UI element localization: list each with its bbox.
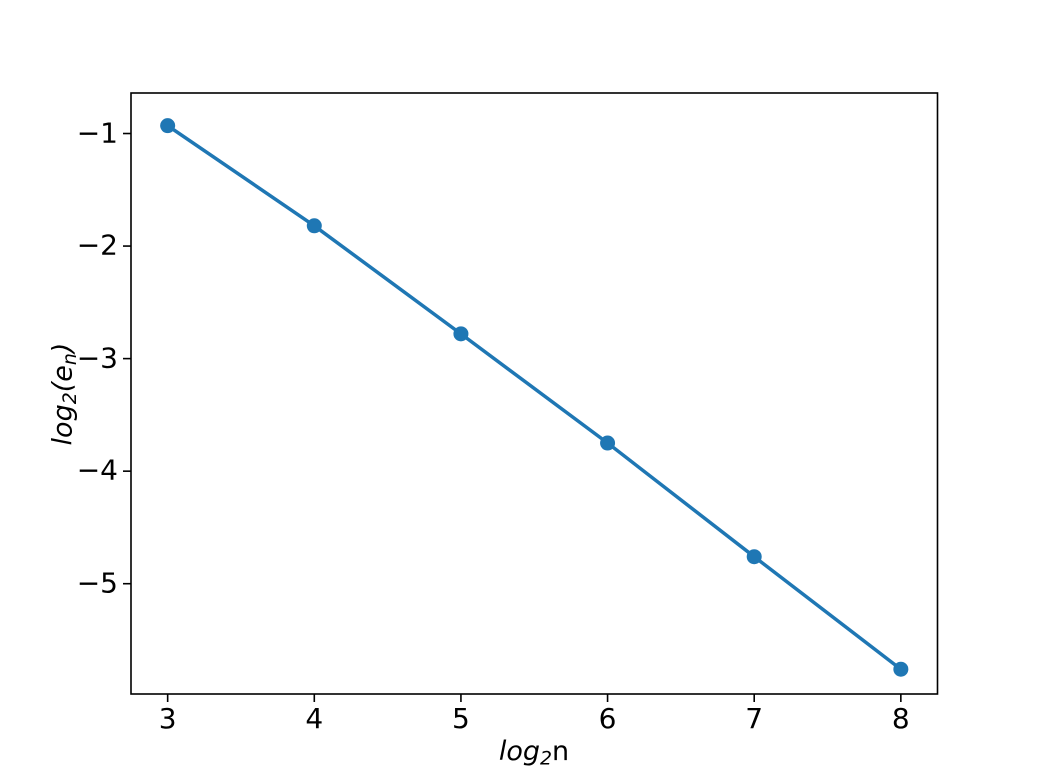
x-tick-label: 4 [305,702,324,735]
ylabel-subscript: 2 [59,392,82,405]
data-point [600,435,616,451]
xlabel-word: log [498,736,541,767]
x-tick-label: 7 [745,702,764,735]
y-tick-label: −4 [76,453,118,487]
ylabel-variable-subscript: n [59,353,82,366]
xlabel-subscript: 2 [540,747,553,770]
y-tick-label: −2 [76,228,118,262]
ylabel-variable: e [47,365,79,382]
ylabel-word: log [47,404,79,446]
data-point [893,661,909,677]
data-line [165,123,903,671]
data-point [306,218,322,234]
x-tick-label: 8 [891,702,910,735]
data-point [453,326,469,342]
y-tick-label: −5 [76,566,118,600]
x-tick-label: 6 [598,702,617,735]
data-point [746,549,762,565]
ylabel-close-paren: ) [47,342,79,354]
y-tick-label: −1 [76,116,118,150]
xlabel-variable: n [552,736,570,767]
axes-spines [130,92,939,695]
x-tick-label: 3 [158,702,177,735]
x-axis-label: log2n [498,736,570,770]
data-point [160,118,176,134]
y-tick-label: −3 [76,341,118,375]
y-axis-label: log2(en) [47,342,82,446]
ylabel-open-paren: ( [47,381,79,393]
x-tick-label: 5 [452,702,470,735]
